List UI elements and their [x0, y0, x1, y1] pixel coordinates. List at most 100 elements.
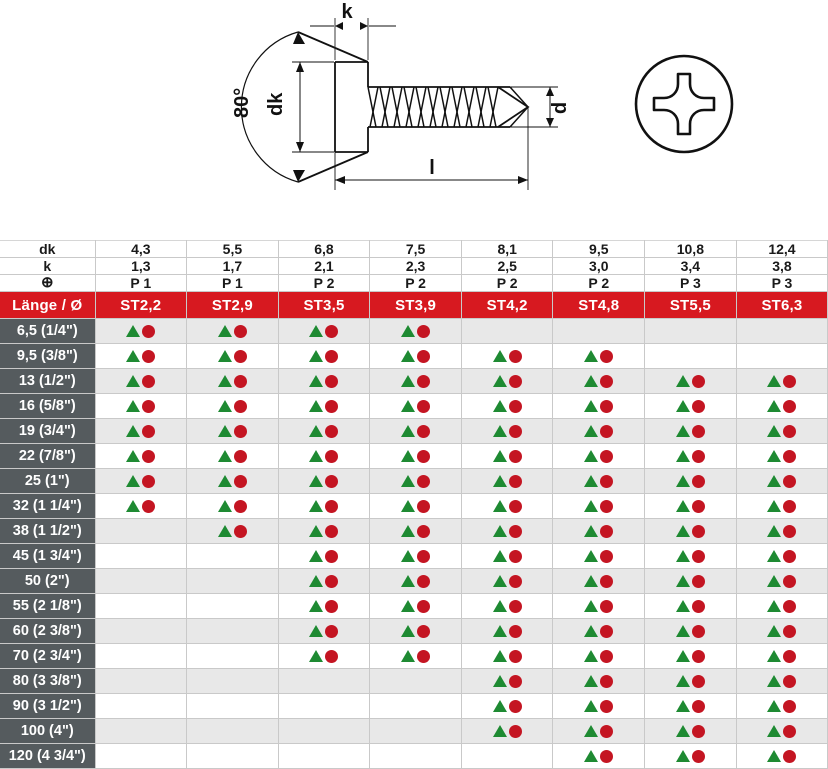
availability-cell: [644, 368, 737, 394]
availability-cell: [736, 718, 828, 744]
table-row: 13 (1/2"): [0, 368, 828, 394]
availability-cell: [186, 718, 279, 744]
column-header-st48[interactable]: ST4,8: [552, 291, 646, 319]
red-circle-marker-icon: [142, 424, 156, 438]
green-triangle-marker-icon: [401, 425, 416, 437]
column-header-st35[interactable]: ST3,5: [278, 291, 371, 319]
red-circle-marker-icon: [508, 599, 522, 613]
table-row: 45 (1 3/4"): [0, 543, 828, 569]
availability-cell: [461, 743, 554, 769]
green-triangle-marker-icon: [401, 350, 416, 362]
availability-cell: [736, 468, 828, 494]
availability-markers: [553, 444, 644, 468]
green-triangle-marker-icon: [675, 500, 690, 512]
availability-cell: [95, 593, 188, 619]
availability-markers: [279, 419, 370, 443]
table-row: 6,5 (1/4"): [0, 318, 828, 344]
availability-markers: [279, 594, 370, 618]
red-circle-marker-icon: [600, 749, 614, 763]
availability-cell: [552, 468, 646, 494]
green-triangle-marker-icon: [492, 400, 507, 412]
green-triangle-marker-icon: [309, 525, 324, 537]
availability-cell: [461, 718, 554, 744]
availability-markers: [370, 469, 461, 493]
dim-row-k: k 1,3 1,7 2,1 2,3 2,5 3,0 3,4 3,8: [0, 257, 828, 275]
availability-cell: [95, 318, 188, 344]
availability-cell: [186, 593, 279, 619]
availability-cell: [369, 593, 462, 619]
availability-markers: [370, 444, 461, 468]
column-header-st29[interactable]: ST2,9: [186, 291, 279, 319]
availability-cell: [278, 718, 371, 744]
red-circle-marker-icon: [508, 399, 522, 413]
availability-cell: [278, 743, 371, 769]
green-triangle-marker-icon: [584, 550, 599, 562]
availability-cell: [278, 618, 371, 644]
availability-markers: [279, 469, 370, 493]
table-row: 50 (2"): [0, 568, 828, 594]
red-circle-marker-icon: [417, 649, 431, 663]
green-triangle-marker-icon: [492, 450, 507, 462]
red-circle-marker-icon: [325, 574, 339, 588]
availability-markers: [370, 344, 461, 368]
availability-markers: [370, 419, 461, 443]
availability-markers: [187, 519, 278, 543]
red-circle-marker-icon: [783, 449, 797, 463]
column-header-st63[interactable]: ST6,3: [736, 291, 828, 319]
row-label-length: 38 (1 1/2"): [0, 518, 96, 544]
availability-markers: [737, 719, 828, 743]
availability-markers: [553, 744, 644, 768]
availability-markers: [645, 619, 736, 643]
red-circle-marker-icon: [233, 449, 247, 463]
availability-cell: [644, 493, 737, 519]
availability-markers: [737, 569, 828, 593]
availability-cell: [552, 593, 646, 619]
green-triangle-marker-icon: [309, 500, 324, 512]
column-header-st22[interactable]: ST2,2: [95, 291, 188, 319]
green-triangle-marker-icon: [309, 400, 324, 412]
green-triangle-marker-icon: [675, 450, 690, 462]
availability-markers: [187, 419, 278, 443]
table-row: 32 (1 1/4"): [0, 493, 828, 519]
availability-markers: [737, 369, 828, 393]
red-circle-marker-icon: [600, 374, 614, 388]
availability-markers: [279, 519, 370, 543]
length-label: l: [429, 157, 435, 179]
row-label-length: 19 (3/4"): [0, 418, 96, 444]
availability-cell: [552, 393, 646, 419]
red-circle-marker-icon: [417, 399, 431, 413]
availability-cell: [736, 543, 828, 569]
green-triangle-marker-icon: [217, 400, 232, 412]
availability-cell: [644, 543, 737, 569]
red-circle-marker-icon: [691, 624, 705, 638]
green-triangle-marker-icon: [492, 625, 507, 637]
availability-cell: [186, 743, 279, 769]
availability-cell: [552, 618, 646, 644]
availability-markers: [553, 569, 644, 593]
red-circle-marker-icon: [233, 499, 247, 513]
availability-cell: [369, 343, 462, 369]
column-header-st55[interactable]: ST5,5: [644, 291, 737, 319]
green-triangle-marker-icon: [675, 650, 690, 662]
availability-markers: [645, 444, 736, 468]
drive-value: P 2: [552, 274, 646, 292]
dk-value: 12,4: [736, 240, 828, 258]
red-circle-marker-icon: [142, 499, 156, 513]
column-title-row: Länge / Ø ST2,2 ST2,9 ST3,5 ST3,9 ST4,2 …: [0, 291, 828, 319]
row-label-length: 60 (2 3/8"): [0, 618, 96, 644]
availability-cell: [186, 618, 279, 644]
availability-cell: [644, 468, 737, 494]
availability-markers: [645, 394, 736, 418]
drive-value: P 3: [644, 274, 737, 292]
availability-markers: [96, 369, 187, 393]
availability-markers: [553, 494, 644, 518]
availability-markers: [96, 344, 187, 368]
availability-cell: [461, 568, 554, 594]
column-header-st42[interactable]: ST4,2: [461, 291, 554, 319]
availability-cell: [186, 418, 279, 444]
green-triangle-marker-icon: [584, 750, 599, 762]
green-triangle-marker-icon: [767, 625, 782, 637]
column-header-st39[interactable]: ST3,9: [369, 291, 462, 319]
green-triangle-marker-icon: [584, 500, 599, 512]
row-label-length: 55 (2 1/8"): [0, 593, 96, 619]
